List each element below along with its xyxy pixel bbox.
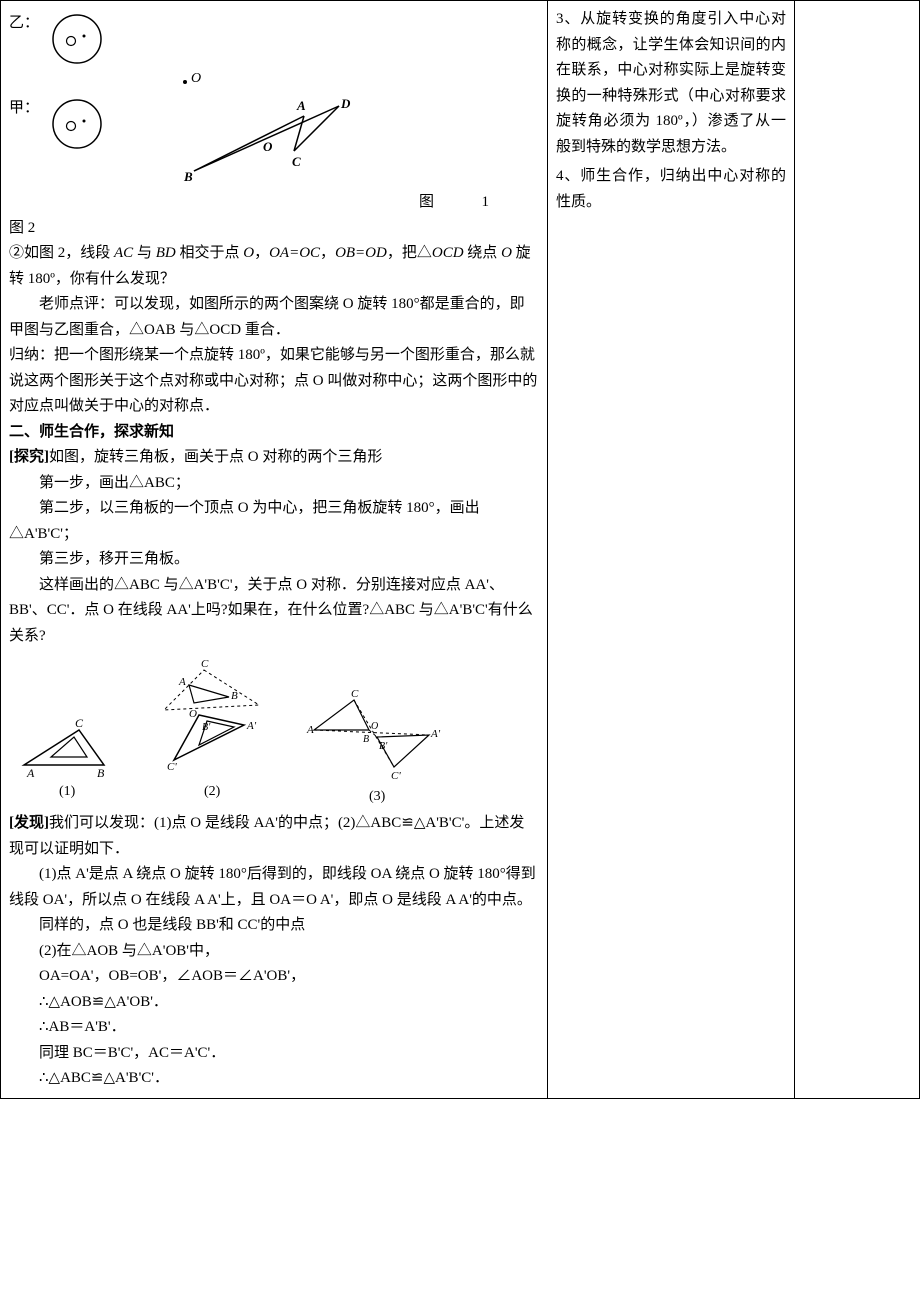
svg-text:B': B': [379, 741, 388, 752]
proof1: (1)点 A'是点 A 绕点 O 旋转 180°后得到的，即线段 OA 绕点 O…: [9, 862, 539, 913]
side-column: 3、从旋转变换的角度引入中心对称的概念，让学生体会知识间的内在联系，中心对称实际…: [548, 1, 795, 1099]
faxian-line: [发现]我们可以发现：(1)点 O 是线段 AA'的中点；(2)△ABC≌△A'…: [9, 811, 539, 862]
yi-row: 乙：: [9, 11, 539, 66]
page: 乙： O 甲：: [0, 0, 920, 1099]
svg-text:O: O: [263, 139, 273, 154]
after-steps: 这样画出的△ABC 与△A'B'C'，关于点 O 对称．分别连接对应点 AA'、…: [9, 573, 539, 650]
svg-text:A': A': [246, 720, 257, 732]
proof2c: ∴△AOB≌△A'OB'．: [9, 990, 539, 1016]
svg-text:O: O: [189, 708, 197, 720]
svg-text:A: A: [26, 766, 35, 780]
proof2d: ∴AB＝A'B'．: [9, 1015, 539, 1041]
side-p3: 3、从旋转变换的角度引入中心对称的概念，让学生体会知识间的内在联系，中心对称实际…: [556, 7, 786, 160]
tanjiu-line: [探究]如图，旋转三角板，画关于点 O 对称的两个三角形: [9, 445, 539, 471]
jia-row: 甲： A B C D O: [9, 96, 539, 186]
svg-text:B: B: [363, 734, 369, 745]
main-column: 乙： O 甲：: [1, 1, 548, 1099]
svg-text:C: C: [75, 716, 84, 730]
fig1-caption-row: 图 1: [9, 190, 539, 216]
svg-text:B: B: [231, 690, 238, 702]
svg-text:C': C': [391, 770, 401, 782]
side-p4: 4、师生合作，归纳出中心对称的性质。: [556, 164, 786, 215]
svg-text:(1): (1): [59, 784, 76, 799]
svg-text:B: B: [97, 766, 105, 780]
svg-text:B: B: [183, 169, 193, 184]
para2: ②如图 2，线段 AC 与 BD 相交于点 O，OA=OC，OB=OD，把△OC…: [9, 241, 539, 292]
svg-text:(3): (3): [369, 789, 386, 804]
section2-title: 二、师生合作，探求新知: [9, 420, 539, 446]
faxian-text: 我们可以发现：(1)点 O 是线段 AA'的中点；(2)△ABC≌△A'B'C'…: [9, 815, 524, 857]
fig1-caption-num: 1: [482, 194, 490, 210]
step1: 第一步，画出△ABC；: [9, 471, 539, 497]
svg-text:D: D: [340, 96, 351, 111]
svg-text:C: C: [292, 154, 301, 169]
svg-text:A': A': [430, 728, 441, 740]
triple-diagram: A B C (1) A B C O B' A' C' (2): [9, 655, 539, 805]
svg-text:A: A: [178, 676, 186, 688]
svg-text:(2): (2): [204, 784, 221, 799]
point-O-row: O: [9, 70, 539, 92]
step3: 第三步，移开三角板。: [9, 547, 539, 573]
proof2e: 同理 BC＝B'C'，AC＝A'C'．: [9, 1041, 539, 1067]
svg-text:C': C': [167, 761, 177, 773]
svg-text:C: C: [201, 658, 209, 670]
faxian-label: [发现]: [9, 815, 49, 831]
svg-text:O: O: [371, 721, 378, 732]
yi-label: 乙：: [9, 11, 39, 37]
yi-circle-diagram: [49, 11, 109, 66]
proof1b: 同样的，点 O 也是线段 BB'和 CC'的中点: [9, 913, 539, 939]
tanjiu-text: 如图，旋转三角板，画关于点 O 对称的两个三角形: [49, 449, 382, 465]
svg-text:A: A: [296, 98, 306, 113]
fig2-caption: 图 2: [9, 216, 539, 242]
layout-table: 乙： O 甲：: [0, 0, 920, 1099]
proof2a: (2)在△AOB 与△A'OB'中，: [9, 939, 539, 965]
jia-circle-diagram: [49, 96, 109, 151]
point-O-label: O: [191, 71, 201, 86]
svg-text:C: C: [351, 688, 359, 700]
fig1-caption-prefix: 图: [419, 194, 434, 210]
svg-text:A: A: [306, 724, 314, 736]
crossed-triangles-diagram: A B C D O: [179, 96, 359, 186]
proof2b: OA=OA'，OB=OB'，∠AOB＝∠A'OB'，: [9, 964, 539, 990]
proof2f: ∴△ABC≌△A'B'C'．: [9, 1066, 539, 1092]
right-column: [795, 1, 920, 1099]
jia-label: 甲：: [9, 96, 39, 122]
teacher-comment: 老师点评：可以发现，如图所示的两个图案绕 O 旋转 180°都是重合的，即甲图与…: [9, 292, 539, 343]
svg-text:B': B': [202, 722, 211, 733]
guina: 归纳：把一个图形绕某一个点旋转 180º，如果它能够与另一个图形重合，那么就说这…: [9, 343, 539, 420]
tanjiu-label: [探究]: [9, 449, 49, 465]
step2: 第二步，以三角板的一个顶点 O 为中心，把三角板旋转 180°，画出△A'B'C…: [9, 496, 539, 547]
